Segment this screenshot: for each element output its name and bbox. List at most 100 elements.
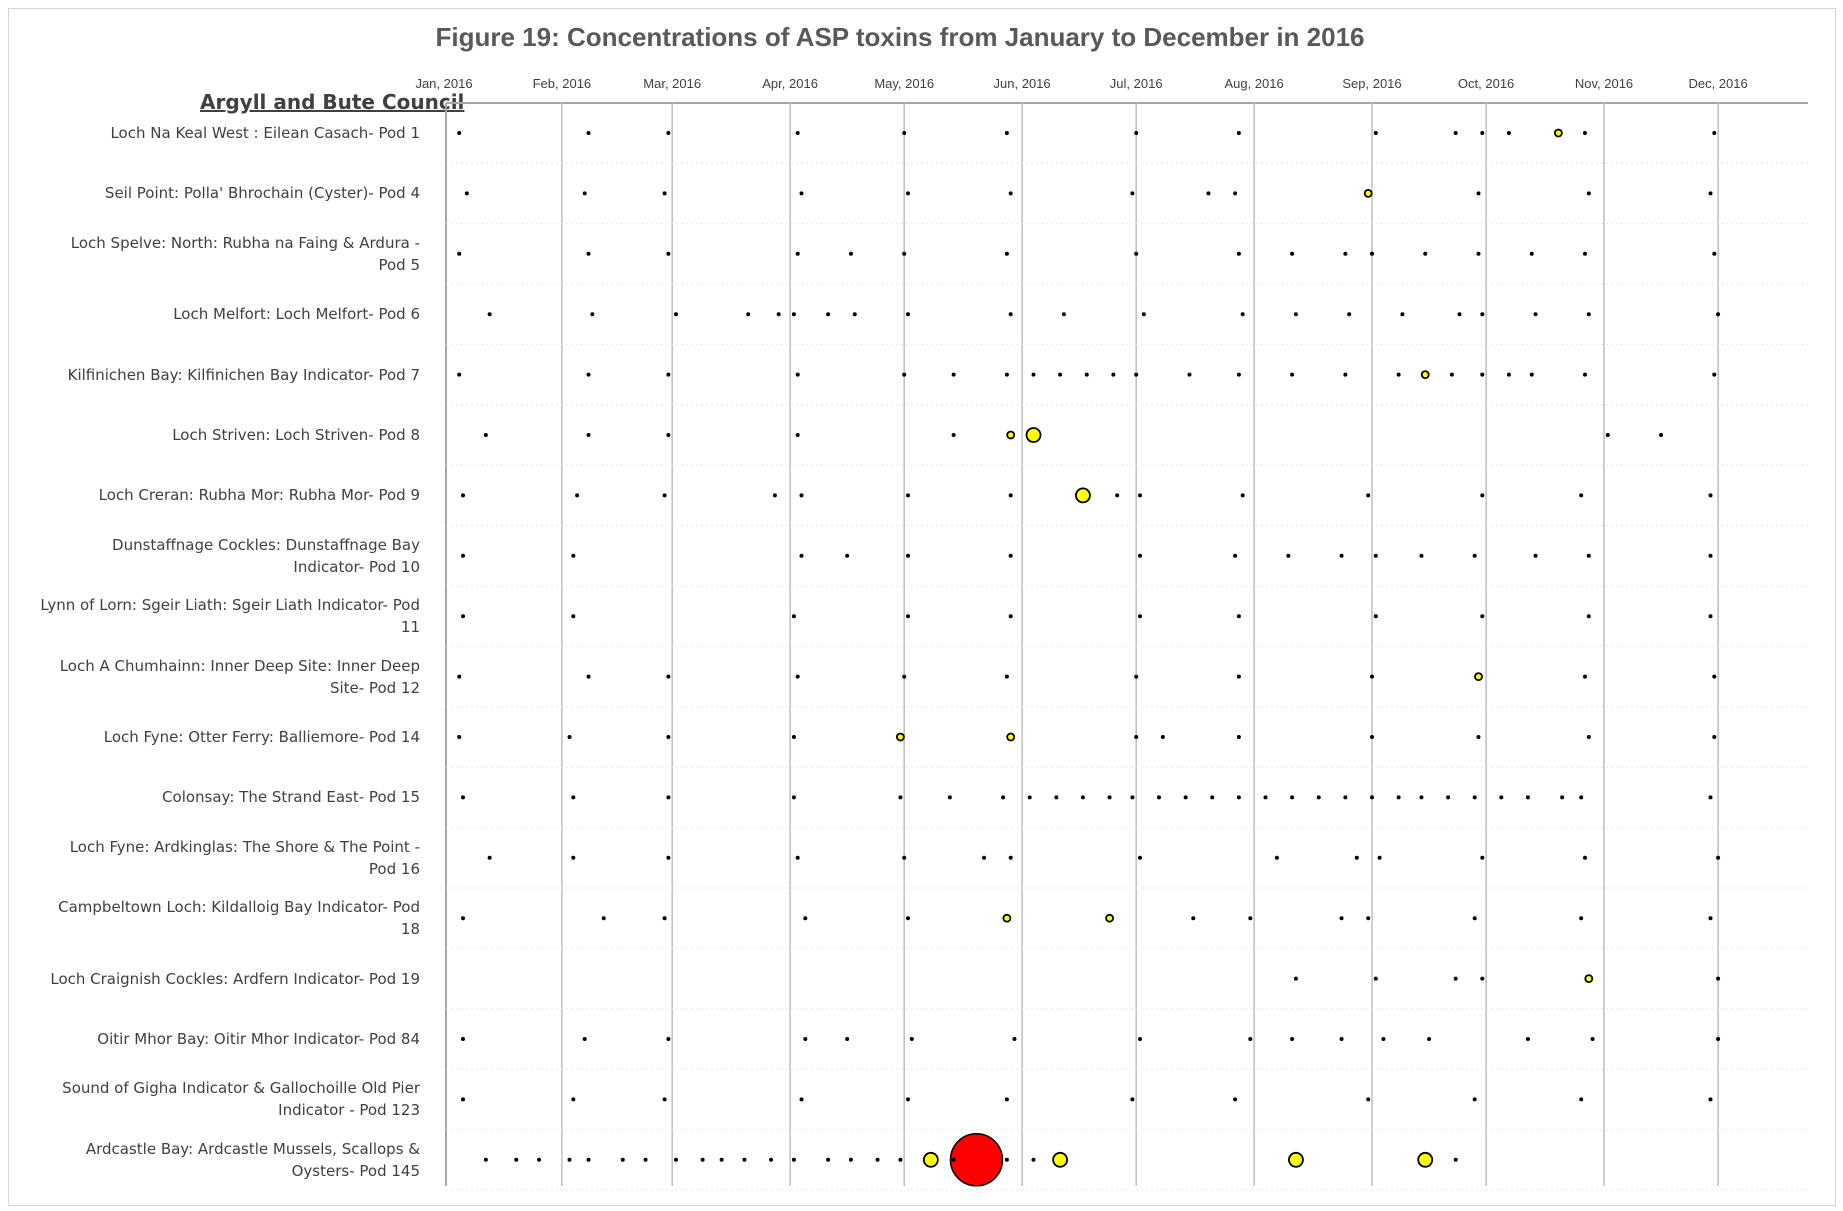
data-point [951, 433, 956, 437]
data-point [1339, 916, 1344, 921]
data-point [772, 493, 777, 498]
data-point [1084, 372, 1089, 377]
data-point [1027, 795, 1032, 800]
data-point [1716, 976, 1721, 981]
data-point [909, 1037, 914, 1041]
data-point [1290, 372, 1295, 377]
data-point [1373, 976, 1378, 981]
data-point [1236, 131, 1241, 135]
data-point [1373, 614, 1378, 619]
data-point [666, 855, 671, 860]
x-tick-label: Dec, 2016 [1688, 76, 1748, 91]
y-tick-label: Oitir Mhor Bay: Oitir Mhor Indicator- Po… [97, 1030, 420, 1048]
data-point [1370, 735, 1374, 739]
data-point [1472, 795, 1477, 800]
data-point [742, 1157, 747, 1162]
data-point [1236, 614, 1241, 619]
data-point [1579, 493, 1584, 498]
data-point [1480, 976, 1485, 981]
data-point [848, 251, 853, 256]
data-point [666, 433, 671, 437]
data-point [1293, 976, 1298, 981]
data-point [1008, 493, 1013, 498]
x-tick-label: Apr, 2016 [762, 76, 818, 91]
data-point [1453, 131, 1458, 135]
y-tick-label: Loch Fyne: Ardkinglas: The Shore & The P… [69, 837, 420, 878]
data-point [586, 1157, 591, 1162]
data-point [1002, 913, 1012, 923]
data-point [666, 735, 671, 739]
data-point [1157, 795, 1162, 800]
data-point [1373, 553, 1378, 558]
data-point [1061, 312, 1066, 317]
y-tick-label: Loch Craignish Cockles: Ardfern Indicato… [50, 969, 420, 988]
data-point [464, 191, 469, 196]
data-point [982, 855, 987, 860]
data-point [1582, 674, 1587, 679]
data-point [799, 553, 804, 558]
y-tick-label: Colonsay: The Strand East- Pod 15 [162, 788, 420, 807]
data-point [769, 1157, 774, 1162]
data-point [1476, 191, 1481, 196]
data-point [803, 1037, 808, 1041]
data-point [461, 493, 466, 498]
x-tick-label: Jan, 2016 [415, 76, 473, 91]
data-point [902, 251, 907, 256]
data-point [1579, 1097, 1584, 1102]
data-point [582, 191, 587, 196]
data-point [1449, 372, 1454, 377]
data-point [1343, 795, 1348, 800]
data-point [902, 855, 907, 860]
data-point [1446, 795, 1451, 800]
data-point [1236, 735, 1241, 739]
data-point [571, 553, 576, 558]
data-point [662, 916, 667, 921]
data-point [791, 1157, 796, 1162]
data-point [582, 1037, 587, 1041]
data-point [1138, 1037, 1142, 1041]
data-point [1233, 191, 1238, 196]
data-point [895, 732, 905, 742]
data-point [1138, 553, 1142, 558]
data-point [586, 433, 591, 437]
data-point [461, 916, 466, 921]
data-point [567, 1157, 572, 1162]
data-point [1396, 372, 1401, 377]
data-point [902, 131, 907, 135]
data-point [1240, 493, 1245, 498]
data-point [949, 1133, 1004, 1187]
data-point [1716, 312, 1721, 317]
data-point [1396, 795, 1401, 800]
data-point [666, 372, 671, 377]
data-point [1130, 795, 1135, 800]
data-point [1506, 372, 1511, 377]
data-point [1031, 1157, 1036, 1162]
data-point [1004, 251, 1009, 256]
data-point [1236, 795, 1241, 800]
data-point [1480, 493, 1485, 498]
data-point [803, 916, 808, 921]
data-point [575, 493, 580, 498]
data-point [1138, 493, 1142, 498]
data-point [1210, 795, 1215, 800]
data-point [795, 131, 800, 135]
data-point [906, 916, 910, 921]
data-point [567, 735, 572, 739]
data-point [1480, 614, 1485, 619]
data-point [1105, 913, 1114, 923]
y-tick-label: Loch A Chumhainn: Inner Deep Site: Inner… [59, 656, 420, 697]
y-tick-label: Loch Fyne: Otter Ferry: Balliemore- Pod … [103, 728, 420, 746]
data-point [461, 795, 466, 800]
y-tick-label: Seil Point: Polla' Bhrochain (Cyster)- P… [104, 184, 420, 203]
data-point [1031, 372, 1036, 377]
data-point [746, 312, 751, 317]
data-point [1453, 976, 1458, 981]
data-point [586, 674, 591, 679]
data-point [1343, 372, 1348, 377]
data-point [461, 1037, 466, 1041]
data-point [906, 191, 910, 196]
data-point [483, 433, 488, 437]
data-point [1582, 131, 1587, 135]
data-point [1160, 735, 1165, 739]
data-point [514, 1157, 519, 1162]
